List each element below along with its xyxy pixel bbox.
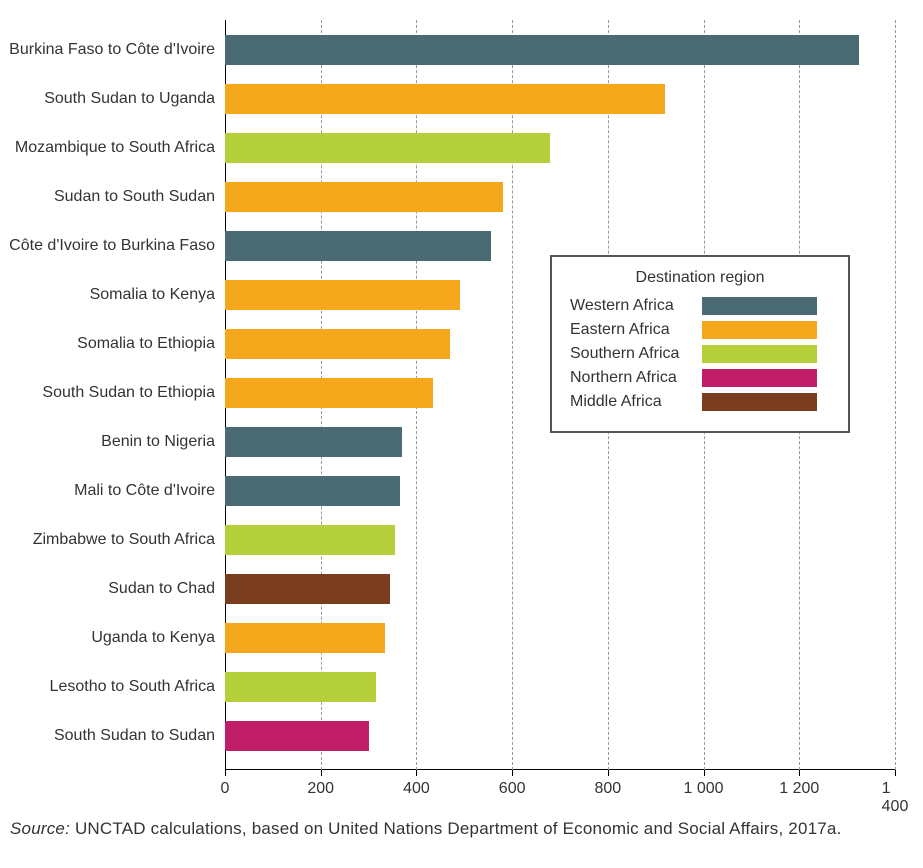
legend: Destination region Western Africa Eastern… <box>550 255 850 433</box>
y-label: Somalia to Kenya <box>5 280 215 310</box>
y-label: Mali to Côte d'Ivoire <box>5 476 215 506</box>
legend-swatch <box>702 369 817 387</box>
y-label: Mozambique to South Africa <box>5 133 215 163</box>
y-label: Sudan to Chad <box>5 574 215 604</box>
legend-item: Middle Africa <box>570 393 830 411</box>
y-label: Burkina Faso to Côte d'Ivoire <box>5 35 215 65</box>
legend-swatch <box>702 393 817 411</box>
bar <box>225 525 395 555</box>
x-tick-label: 0 <box>221 780 230 798</box>
legend-swatch <box>702 345 817 363</box>
x-tick-label: 600 <box>499 780 526 798</box>
bar <box>225 476 400 506</box>
bar <box>225 35 859 65</box>
legend-item: Southern Africa <box>570 345 830 363</box>
legend-label: Western Africa <box>570 297 690 315</box>
legend-item: Eastern Africa <box>570 321 830 339</box>
bar <box>225 574 390 604</box>
y-label: Lesotho to South Africa <box>5 672 215 702</box>
y-label: Côte d'Ivoire to Burkina Faso <box>5 231 215 261</box>
x-tick <box>416 770 417 776</box>
source-note: Source: UNCTAD calculations, based on Un… <box>10 818 913 841</box>
y-label: Zimbabwe to South Africa <box>5 525 215 555</box>
legend-label: Southern Africa <box>570 345 690 363</box>
y-label: South Sudan to Ethiopia <box>5 378 215 408</box>
bar <box>225 672 376 702</box>
legend-swatch <box>702 321 817 339</box>
source-text: UNCTAD calculations, based on United Nat… <box>75 819 842 838</box>
gridline <box>895 20 896 770</box>
bar <box>225 231 491 261</box>
migration-corridors-chart: 02004006008001 0001 2001 400 Destination… <box>10 10 913 810</box>
x-tick <box>512 770 513 776</box>
y-label: Sudan to South Sudan <box>5 182 215 212</box>
bar <box>225 133 550 163</box>
x-tick <box>608 770 609 776</box>
y-label: Somalia to Ethiopia <box>5 329 215 359</box>
bar <box>225 329 450 359</box>
y-label: South Sudan to Sudan <box>5 721 215 751</box>
legend-item: Northern Africa <box>570 369 830 387</box>
x-axis <box>225 769 895 770</box>
x-tick-label: 400 <box>403 780 430 798</box>
x-tick-label: 800 <box>594 780 621 798</box>
x-tick <box>799 770 800 776</box>
legend-label: Eastern Africa <box>570 321 690 339</box>
x-tick-label: 1 400 <box>882 780 909 816</box>
bar <box>225 378 433 408</box>
legend-label: Northern Africa <box>570 369 690 387</box>
source-prefix: Source: <box>10 819 70 838</box>
bar <box>225 84 665 114</box>
legend-swatch <box>702 297 817 315</box>
y-label: Benin to Nigeria <box>5 427 215 457</box>
x-tick-label: 1 200 <box>779 780 819 798</box>
legend-label: Middle Africa <box>570 393 690 411</box>
y-label: South Sudan to Uganda <box>5 84 215 114</box>
x-tick-label: 200 <box>307 780 334 798</box>
x-tick <box>321 770 322 776</box>
bar <box>225 280 460 310</box>
x-tick-label: 1 000 <box>684 780 724 798</box>
y-label: Uganda to Kenya <box>5 623 215 653</box>
bar <box>225 623 385 653</box>
legend-item: Western Africa <box>570 297 830 315</box>
x-tick <box>225 770 226 776</box>
legend-title: Destination region <box>570 269 830 287</box>
bar <box>225 721 369 751</box>
x-tick <box>895 770 896 776</box>
bar <box>225 182 503 212</box>
x-tick <box>704 770 705 776</box>
bar <box>225 427 402 457</box>
